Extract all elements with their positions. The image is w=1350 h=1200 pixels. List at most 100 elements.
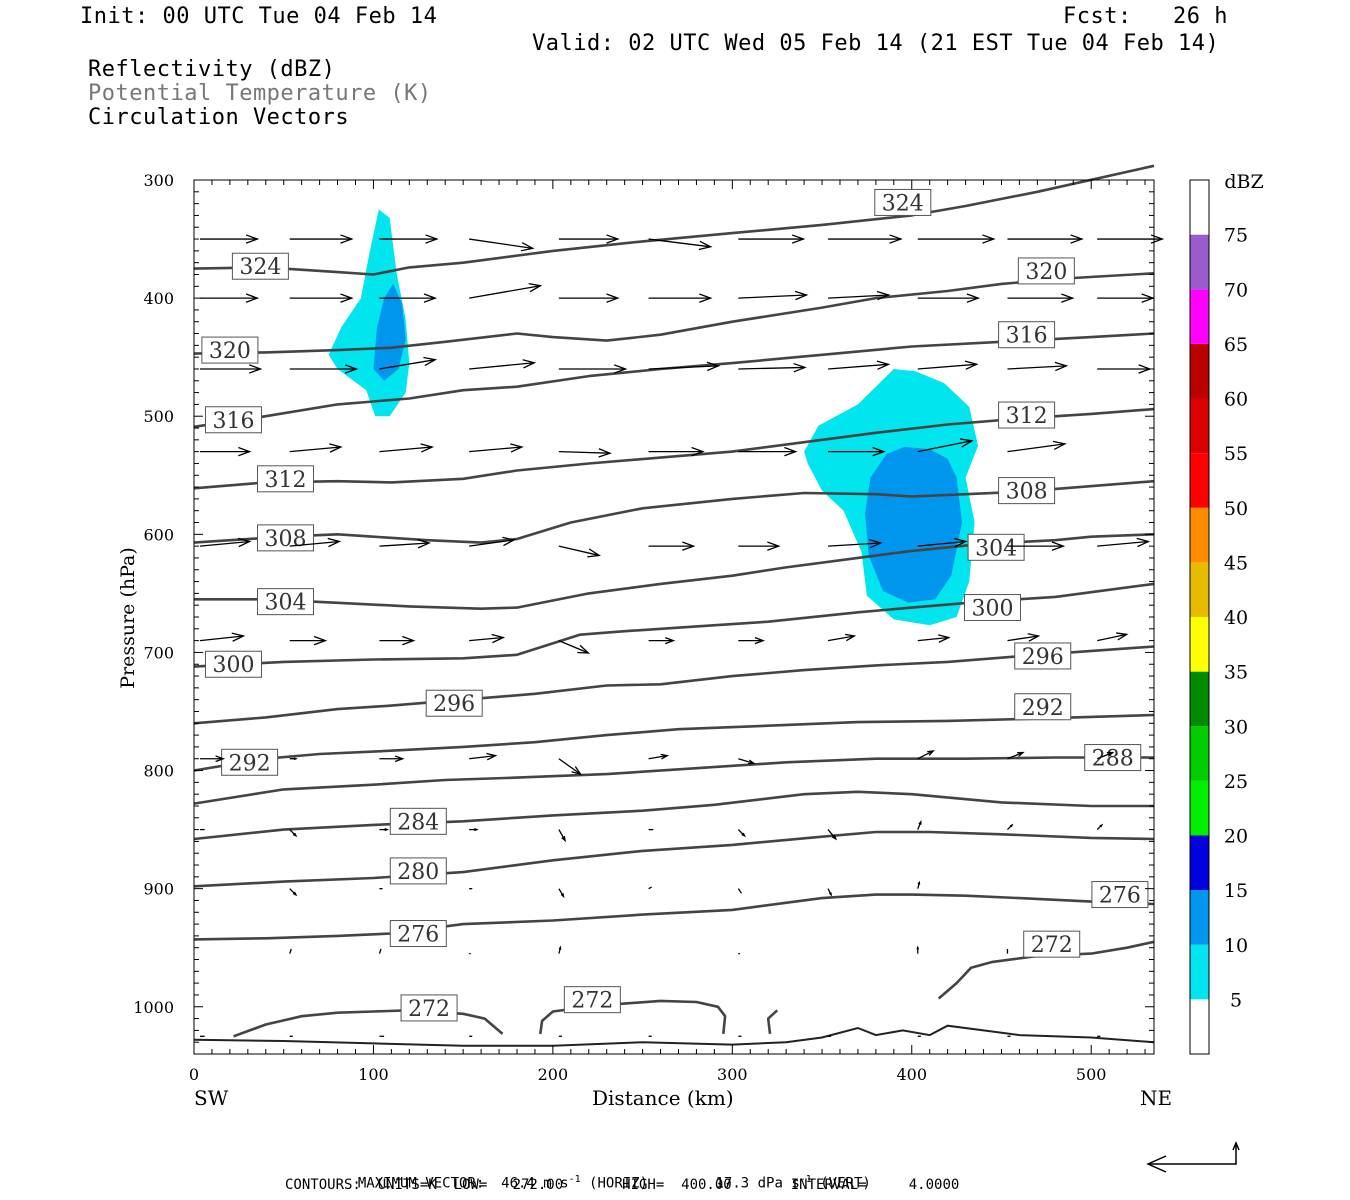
- vector-arrow-p690-x100: [379, 635, 416, 646]
- legend-vector-lines: [1148, 1143, 1237, 1165]
- vector-arrow-p610-x150: [469, 536, 516, 547]
- theta-label-box-312-1: [998, 401, 1056, 429]
- x-left-label: SW: [194, 1086, 229, 1110]
- init-time: Init: 00 UTC Tue 04 Feb 14: [80, 4, 438, 29]
- y-tick-label-800: 800: [143, 762, 174, 781]
- vector-arrow-p460-x150: [469, 359, 537, 370]
- x-tick-label-0: 0: [189, 1065, 199, 1084]
- vector-arrow-p400-x500: [1097, 293, 1155, 303]
- vector-arrow-p850-x400: [917, 820, 922, 830]
- theta-label-box-292-0: [221, 748, 279, 776]
- colorbar-level-55: 55: [1224, 443, 1248, 465]
- theta-label-box-300-0: [204, 650, 262, 678]
- vector-arrow-p400-x450: [1007, 293, 1075, 303]
- vector-arrow-p850-x350: [827, 829, 838, 841]
- colorbar-bin-6: [1190, 671, 1209, 727]
- vector-arrow-p400-x250: [648, 293, 713, 303]
- x-tick-label-200: 200: [538, 1065, 569, 1084]
- vector-arrow-p350-x350: [828, 234, 903, 244]
- theta-label-box-272-2: [1023, 930, 1081, 958]
- vector-arrow-p610-x100: [379, 539, 431, 549]
- colorbar-bin-15: [1190, 180, 1209, 235]
- vector-arrow-p530-x200: [558, 448, 612, 458]
- theta-label-box-272-0: [400, 994, 458, 1022]
- vector-arrow-p350-x50: [289, 234, 354, 244]
- colorbar-level-60: 60: [1224, 389, 1248, 411]
- theta-label-296-0: 296: [433, 692, 475, 717]
- max-vector-line: MAXIMUM VECTOR: 46.4 m s-1 (HORIZ) 17.3 …: [341, 1158, 871, 1192]
- vector-arrow-p400-x150: [469, 282, 543, 299]
- colorbar-level-30: 30: [1224, 716, 1248, 738]
- field-circulation-vectors: Circulation Vectors: [88, 105, 350, 130]
- vector-arrow-p460-x500: [1097, 364, 1152, 374]
- vector-arrow-p790-x400: [917, 750, 935, 760]
- vector-arrow-p955-x400: [916, 945, 920, 954]
- vector-arrow-p690-x250: [648, 637, 676, 645]
- vector-arrow-p350-x250: [648, 238, 713, 251]
- theta-contour-308-seg-0: [193, 479, 1155, 544]
- y-tick-label-900: 900: [143, 880, 174, 899]
- vector-arrow-p900-x50: [289, 888, 298, 897]
- colorbar-bin-9: [1190, 507, 1209, 563]
- x-tick-label-400: 400: [896, 1065, 927, 1084]
- theta-label-box-316-1: [998, 321, 1056, 349]
- theta-label-box-296-0: [425, 689, 483, 717]
- vector-arrow-p690-x300: [738, 637, 766, 645]
- theta-contour-276-seg-0: [193, 893, 1155, 941]
- theta-label-box-312-0: [257, 465, 315, 493]
- vector-arrow-p900-x300: [737, 888, 742, 894]
- colorbar-bin-7: [1190, 617, 1209, 672]
- vector-arrow-p690-x500: [1097, 632, 1129, 642]
- contour-info: CONTOURS: UNITS=K LOW= 272.00 HIGH= 400.…: [285, 1177, 960, 1193]
- theta-label-box-324-1: [874, 188, 932, 216]
- vector-arrow-p790-x300: [738, 758, 756, 765]
- theta-label-box-300-1: [964, 594, 1022, 622]
- vector-arrow-p350-x400: [917, 234, 996, 244]
- theta-label-box-324-0: [231, 252, 289, 280]
- x-tick-label-100: 100: [358, 1065, 389, 1084]
- theta-contour-288-seg-0: [193, 756, 1154, 805]
- theta-label-272-2: 272: [1031, 933, 1073, 958]
- theta-label-280-0: 280: [397, 860, 439, 885]
- vector-arrow-p530-x250: [648, 446, 705, 457]
- theta-label-276-1: 276: [1099, 884, 1141, 909]
- valid-time: Valid: 02 UTC Wed 05 Feb 14 (21 EST Tue …: [532, 31, 1220, 56]
- theta-label-box-308-1: [998, 477, 1056, 505]
- vector-arrow-p460-x400: [917, 360, 979, 370]
- theta-label-288-0: 288: [1092, 747, 1134, 772]
- vector-arrow-p350-x0: [200, 234, 260, 244]
- vector-arrow-p955-x50: [289, 948, 292, 954]
- vector-arrow-p790-x250: [648, 753, 670, 760]
- vector-arrow-p400-x400: [917, 293, 981, 303]
- max-vector-sup-2: -1: [799, 1174, 812, 1185]
- y-tick-label-500: 500: [143, 407, 174, 426]
- vector-arrow-p530-x0: [200, 446, 252, 457]
- theta-label-box-280-0: [389, 857, 447, 885]
- colorbar-bin-5: [1190, 726, 1209, 781]
- colorbar-level-45: 45: [1224, 552, 1248, 574]
- vector-arrow-p850-x150: [469, 828, 479, 832]
- vector-arrow-p530-x100: [379, 443, 435, 453]
- colorbar-level-10: 10: [1224, 935, 1248, 957]
- y-tick-label-400: 400: [143, 289, 174, 308]
- vector-arrow-p460-x250: [648, 361, 721, 372]
- vector-arrow-p690-x50: [289, 635, 328, 646]
- reflectivity-area-10dbz-3: [865, 446, 962, 603]
- colorbar-bin-3: [1190, 835, 1209, 891]
- colorbar-bin-0: [1190, 999, 1209, 1054]
- theta-contour-272-seg-1: [539, 999, 727, 1035]
- vector-arrow-p955-x100: [378, 948, 382, 954]
- plot-frame: 0 100 200 300 400 500 300 400 500 600 700 800 900 100…: [133, 171, 1155, 1084]
- theta-contour-316-seg-0: [193, 332, 1155, 429]
- theta-label-box-320-0: [201, 336, 259, 364]
- vector-arrow-p690-x350: [827, 633, 857, 642]
- theta-label-box-272-1: [563, 986, 621, 1014]
- vector-arrow-p790-x50: [289, 757, 298, 761]
- vector-arrow-p530-x150: [469, 443, 524, 453]
- field-potential-temperature: Potential Temperature (K): [88, 81, 432, 106]
- vector-arrow-p610-x400: [917, 537, 968, 548]
- vector-arrow-p400-x100: [379, 293, 438, 303]
- vector-arrow-p790-x0: [200, 755, 226, 763]
- theta-contour-284-seg-0: [193, 790, 1154, 841]
- theta-label-304-1: 304: [975, 536, 1017, 561]
